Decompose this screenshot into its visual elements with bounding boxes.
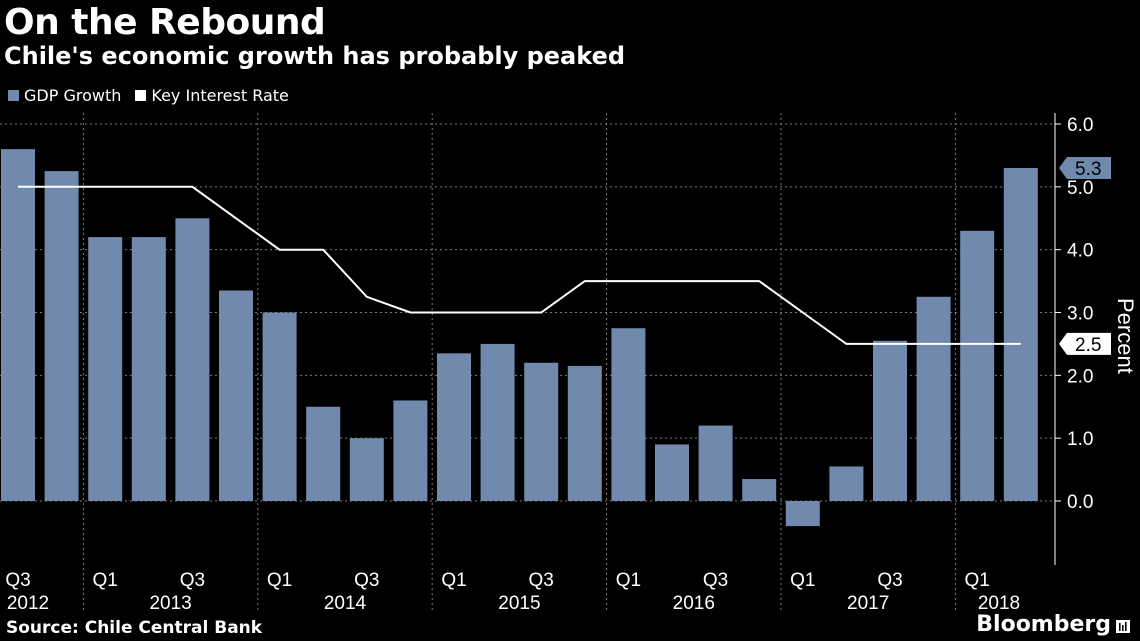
chart-title: On the Rebound	[4, 2, 326, 43]
gdp-bar	[131, 237, 166, 501]
y-tick-label: 4.0	[1067, 241, 1093, 262]
x-quarter-label: Q3	[5, 570, 30, 591]
gdp-bar	[219, 290, 253, 501]
x-quarter-label: Q1	[965, 570, 990, 591]
interest-rate-line	[18, 185, 1021, 345]
x-quarter-label: Q1	[616, 570, 641, 591]
gdp-bar	[437, 353, 471, 501]
gdp-bar	[829, 466, 864, 501]
y-tick-label: 5.0	[1067, 178, 1093, 199]
legend-label-rate: Key Interest Rate	[151, 86, 289, 105]
gdp-bar	[393, 400, 428, 501]
gdp-bar	[480, 343, 515, 501]
gdp-value-callout	[1059, 156, 1111, 179]
gdp-bar	[916, 296, 951, 501]
x-quarter-label: Q1	[93, 570, 118, 591]
y-tick-label: 0.0	[1067, 492, 1093, 513]
legend-item-rate: Key Interest Rate	[135, 86, 289, 105]
bloomberg-terminal-icon	[1116, 619, 1130, 633]
legend-item-gdp: GDP Growth	[8, 86, 121, 105]
x-year-label: 2016	[673, 593, 715, 614]
rate-value-callout	[1059, 332, 1111, 355]
gdp-callout-label: 5.3	[1075, 159, 1101, 180]
x-quarter-label: Q3	[529, 570, 554, 591]
gdp-bar	[873, 340, 907, 501]
x-quarter-label: Q3	[354, 570, 379, 591]
gdp-bar	[88, 237, 123, 501]
gdp-bar	[611, 328, 646, 501]
y-tick-label: 2.0	[1067, 366, 1093, 387]
x-year-label: 2013	[149, 593, 191, 614]
gdp-bar	[567, 365, 602, 501]
legend: GDP Growth Key Interest Rate	[8, 86, 303, 105]
brand-logo: Bloomberg	[976, 612, 1130, 637]
gdp-bar	[1003, 167, 1038, 501]
gdp-bar	[349, 438, 384, 501]
legend-swatch-rate	[135, 90, 147, 101]
gdp-bar	[306, 406, 341, 501]
x-quarter-label: Q1	[267, 570, 292, 591]
gdp-bar	[960, 230, 995, 502]
gdp-bar	[742, 479, 777, 501]
gdp-bar	[785, 501, 820, 527]
legend-label-gdp: GDP Growth	[24, 86, 122, 105]
legend-swatch-gdp	[8, 90, 19, 101]
x-year-label: 2018	[978, 593, 1020, 614]
gdp-bar	[44, 171, 79, 501]
chart-subtitle: Chile's economic growth has probably pea…	[4, 42, 626, 70]
x-quarter-label: Q1	[790, 570, 815, 591]
gdp-bar	[655, 444, 689, 501]
y-tick-label: 3.0	[1067, 304, 1093, 325]
x-quarter-label: Q3	[703, 570, 728, 591]
x-quarter-label: Q1	[441, 570, 466, 591]
gdp-bar	[175, 218, 210, 501]
x-quarter-label: Q3	[180, 570, 205, 591]
rate-callout-label: 2.5	[1075, 335, 1101, 356]
x-year-label: 2014	[324, 593, 367, 614]
gdp-bar	[698, 425, 733, 501]
gdp-bar	[1, 149, 35, 501]
y-tick-label: 1.0	[1067, 429, 1093, 450]
brand-name: Bloomberg	[976, 612, 1111, 637]
y-tick-label: 6.0	[1067, 115, 1093, 136]
x-quarter-label: Q3	[877, 570, 902, 591]
gdp-bar	[262, 312, 297, 501]
y-axis-title: Percent	[1113, 298, 1138, 374]
gdp-bar	[524, 362, 559, 501]
x-year-label: 2015	[498, 593, 540, 614]
source-note: Source: Chile Central Bank	[6, 618, 263, 638]
x-year-label: 2017	[847, 593, 889, 614]
x-year-label: 2012	[7, 593, 49, 614]
